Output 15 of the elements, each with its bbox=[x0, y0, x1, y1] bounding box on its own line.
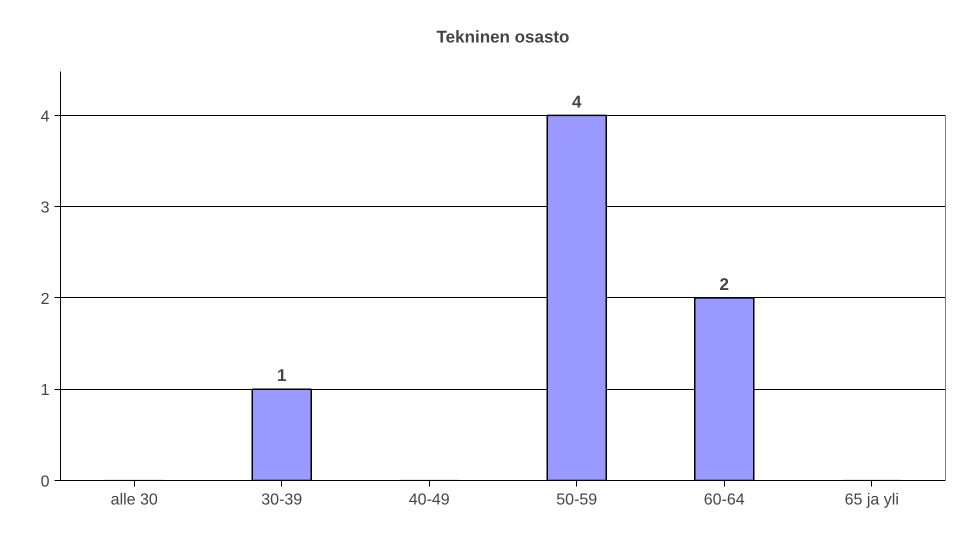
y-tick-label: 0 bbox=[40, 474, 50, 490]
data-label: 4 bbox=[572, 92, 582, 112]
x-tick-label: 30-39 bbox=[261, 492, 302, 508]
y-tick-label: 2 bbox=[40, 290, 50, 308]
y-tick-label: 3 bbox=[40, 200, 50, 217]
x-tick-label: 60-64 bbox=[704, 492, 745, 508]
data-label: 1 bbox=[277, 366, 286, 386]
x-tick-label: 65 ja yli bbox=[844, 492, 899, 508]
x-tick-label: 40-49 bbox=[408, 492, 450, 508]
x-tick-label: alle 30 bbox=[110, 492, 158, 508]
data-label: 2 bbox=[720, 274, 729, 294]
chart-title: Tekninen osasto bbox=[436, 28, 570, 46]
y-tick-label: 4 bbox=[40, 108, 50, 126]
x-tick-label: 50-59 bbox=[556, 492, 598, 508]
y-tick-label: 1 bbox=[40, 382, 50, 400]
